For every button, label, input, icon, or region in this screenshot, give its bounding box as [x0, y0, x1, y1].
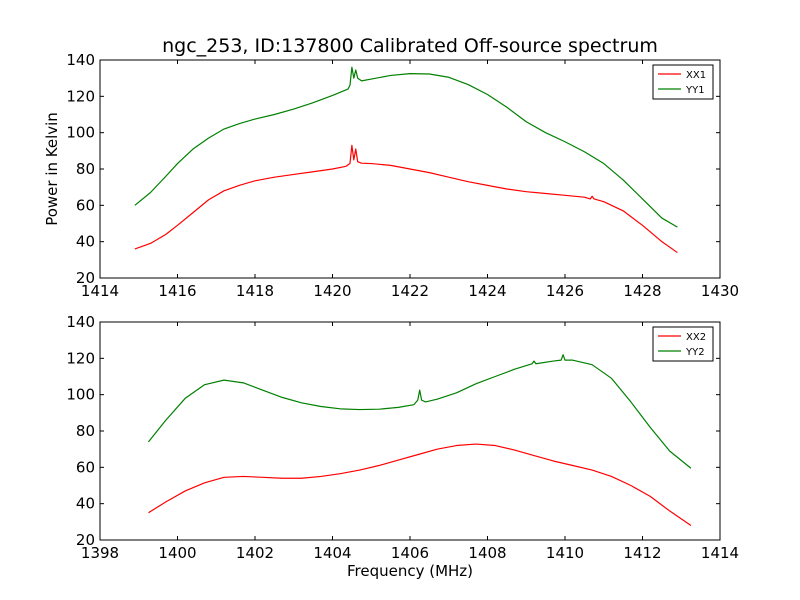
series-line-yy1 [134, 66, 678, 228]
x-tick-label: 1414 [701, 544, 739, 562]
y-tick-label: 60 [76, 458, 95, 476]
series-line-yy2 [147, 354, 692, 469]
x-tick-label: 1424 [468, 282, 506, 300]
x-tick-label: 1412 [623, 544, 661, 562]
y-tick-label: 100 [66, 386, 95, 404]
x-tick-label: 1416 [158, 282, 196, 300]
y-tick-label: 120 [66, 87, 95, 105]
series-line-xx2 [148, 443, 692, 526]
x-tick-label: 1420 [313, 282, 351, 300]
x-tick-label: 1410 [546, 544, 584, 562]
legend-label-yy2: YY2 [685, 347, 705, 358]
x-tick-label: 1426 [546, 282, 584, 300]
y-tick-label: 80 [76, 160, 95, 178]
legend-label-xx1: XX1 [686, 70, 706, 81]
x-tick-label: 1428 [623, 282, 661, 300]
x-axis-label: Frequency (MHz) [347, 562, 473, 580]
x-tick-label: 1398 [81, 544, 119, 562]
x-tick-label: 1402 [236, 544, 274, 562]
y-tick-label: 20 [76, 531, 95, 549]
chart-title: ngc_253, ID:137800 Calibrated Off-source… [162, 35, 658, 57]
legend-label-yy1: YY1 [685, 85, 705, 96]
y-tick-label: 140 [66, 51, 95, 69]
y-tick-label: 100 [66, 124, 95, 142]
bottom-panel: 1398 1400 1402 1404 1406 1408 1410 1412 1414 20 40… [66, 313, 739, 562]
series-line-xx1 [134, 144, 678, 254]
x-tick-label: 1406 [391, 544, 429, 562]
y-tick-label: 40 [76, 495, 95, 513]
legend-box [652, 326, 714, 362]
top-panel: 1414 1416 1418 1420 1422 1424 1426 1428 1430 20 40… [66, 51, 739, 300]
y-tick-label: 60 [76, 196, 95, 214]
legend-label-xx2: XX2 [686, 332, 706, 343]
y-tick-label: 80 [76, 422, 95, 440]
x-tick-label: 1400 [158, 544, 196, 562]
y-axis-label: Power in Kelvin [43, 112, 61, 226]
x-tick-label: 1408 [468, 544, 506, 562]
x-tick-label: 1404 [313, 544, 351, 562]
x-tick-label: 1418 [236, 282, 274, 300]
legend-box [652, 64, 714, 100]
y-tick-label: 120 [66, 349, 95, 367]
y-tick-label: 40 [76, 233, 95, 251]
x-tick-label: 1430 [701, 282, 739, 300]
x-tick-label: 1414 [81, 282, 119, 300]
x-tick-label: 1422 [391, 282, 429, 300]
y-tick-label: 20 [76, 269, 95, 287]
y-tick-label: 140 [66, 313, 95, 331]
